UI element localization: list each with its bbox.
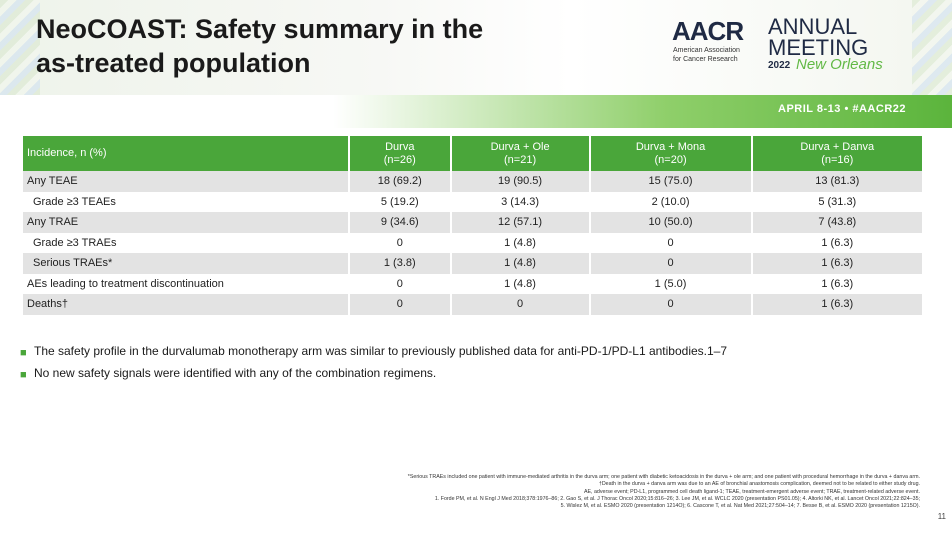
table-cell: 1 (6.3) [751,294,925,315]
table-row: Any TEAE 18 (69.2) 19 (90.5) 15 (75.0) 1… [23,171,925,192]
table-cell: 0 [349,273,452,294]
slide-title-line2: as-treated population [36,48,311,78]
footnote: 5. Wislez M, et al. ESMO 2020 (presentat… [560,503,920,510]
table-header-col: Durva + Danva (n=16) [751,136,925,171]
footnote: 1. Forde PM, et al. N Engl J Med 2018;37… [434,495,920,502]
row-label: Deaths† [23,294,350,315]
table-cell: 0 [589,232,753,253]
row-label: Grade ≥3 TRAEs [23,232,350,253]
footnote: *Serious TRAEs included one patient with… [407,474,920,480]
table-cell: 9 (34.6) [349,212,452,233]
bullet-text: The safety profile in the durvalumab mon… [34,344,728,358]
table-cell: 12 (57.1) [450,212,591,233]
table-row: Serious TRAEs* 1 (3.8) 1 (4.8) 0 1 (6.3) [23,253,925,274]
table-cell: 1 (6.3) [751,273,925,294]
table-cell: 5 (31.3) [751,191,925,212]
bullet-text: No new safety signals were identified wi… [34,366,437,380]
footnote: †Death in the durva + danva arm was due … [598,481,920,488]
decor-pattern-left [0,0,40,95]
table-cell: 1 (5.0) [589,273,753,294]
header-background [0,0,952,95]
table-cell: 10 (50.0) [589,212,753,233]
table-cell: 0 [589,294,753,315]
table-cell: 18 (69.2) [349,171,452,192]
bullet-item: ■ No new safety signals were identified … [20,365,727,387]
table-cell: 7 (43.8) [751,212,925,233]
table-cell: 19 (90.5) [450,171,591,192]
table-cell: 1 (6.3) [751,232,925,253]
bullet-square-icon: ■ [20,347,27,359]
table-row: Grade ≥3 TRAEs 0 1 (4.8) 0 1 (6.3) [23,232,925,253]
annual-line2: MEETING [768,35,869,60]
annual-meeting-text: ANNUAL MEETING [768,14,869,60]
aacr-wordmark: AACR [672,16,744,46]
meeting-dates: APRIL 8-13 • #AACR22 [778,103,906,115]
meeting-year: 2022 [768,60,791,71]
table-row: Deaths† 0 0 0 1 (6.3) [23,294,925,315]
row-label: Serious TRAEs* [23,253,350,274]
table-row: Any TRAE 9 (34.6) 12 (57.1) 10 (50.0) 7 … [23,212,925,233]
annual-line1: ANNUAL [768,14,858,39]
table-cell: 3 (14.3) [450,191,591,212]
row-label: Grade ≥3 TEAEs [23,191,350,212]
table-cell: 0 [450,294,591,315]
table-cell: 0 [349,232,452,253]
table-row: Grade ≥3 TEAEs 5 (19.2) 3 (14.3) 2 (10.0… [23,191,925,212]
table-cell: 1 (6.3) [751,253,925,274]
date-bar [0,95,952,128]
bullet-list: ■ The safety profile in the durvalumab m… [20,343,727,387]
page-number: 11 [937,512,946,521]
association-line1: American Association [673,47,740,54]
table-cell: 5 (19.2) [349,191,452,212]
slide-title: NeoCOAST: Safety summary in the as-treat… [36,12,596,80]
decor-pattern-right [912,0,952,95]
bullet-item: ■ The safety profile in the durvalumab m… [20,343,727,365]
table-cell: 1 (4.8) [450,273,591,294]
safety-table: Incidence, n (%) Durva (n=26) Durva + Ole… [23,136,925,315]
bullet-square-icon: ■ [20,369,27,381]
row-label: Any TRAE [23,212,350,233]
table-header-label: Incidence, n (%) [23,136,350,171]
table-cell: 1 (4.8) [450,232,591,253]
table-cell: 1 (4.8) [450,253,591,274]
table-header-row: Incidence, n (%) Durva (n=26) Durva + Ole… [23,136,925,171]
row-label: Any TEAE [23,171,350,192]
association-line2: for Cancer Research [673,56,738,63]
slide-title-line1: NeoCOAST: Safety summary in the [36,14,484,44]
table-cell: 1 (3.8) [349,253,452,274]
aacr-logo: AACR American Association for Cancer Res… [672,16,912,78]
table-header-col: Durva + Mona (n=20) [589,136,753,171]
meeting-city: New Orleans [796,56,883,73]
row-label: AEs leading to treatment discontinuation [23,273,350,294]
table-header-col: Durva (n=26) [349,136,452,171]
table-cell: 0 [589,253,753,274]
footnotes: *Serious TRAEs included one patient with… [160,474,920,510]
table-cell: 0 [349,294,452,315]
table-header-col: Durva + Ole (n=21) [450,136,591,171]
table-cell: 2 (10.0) [589,191,753,212]
table-row: AEs leading to treatment discontinuation… [23,273,925,294]
table-cell: 15 (75.0) [589,171,753,192]
footnote: AE, adverse event; PD-L1, programmed cel… [583,488,920,495]
table-cell: 13 (81.3) [751,171,925,192]
aacr-association-text: American Association for Cancer Research [673,46,740,64]
